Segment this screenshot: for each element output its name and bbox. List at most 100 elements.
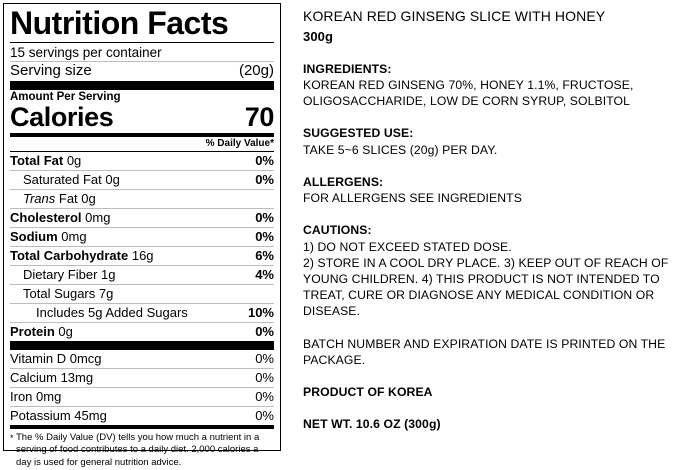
divider-thick-vitamins-top — [10, 340, 274, 350]
serving-size-row: Serving size (20g) — [10, 62, 274, 81]
batch-note: BATCH NUMBER AND EXPIRATION DATE IS PRIN… — [303, 336, 666, 367]
divider-under-title — [10, 41, 274, 43]
nutrient-name-sodium: Sodium 0mg — [10, 230, 87, 243]
nutrient-amount: 0mg — [61, 229, 87, 245]
divider-row — [10, 283, 274, 285]
nutrient-name-added-sugars: Includes 5g Added Sugars — [36, 305, 188, 321]
nutrient-dv-dietary-fiber: 4% — [255, 267, 274, 283]
servings-per-container: 15 servings per container — [10, 44, 162, 60]
cautions-section: CAUTIONS: 1) DO NOT EXCEED STATED DOSE. … — [303, 222, 671, 319]
ingredients-heading: INGREDIENTS: — [303, 61, 392, 76]
nutrient-dv-total-carbohydrate: 6% — [255, 248, 274, 264]
nutrient-label: Total Carbohydrate — [10, 248, 129, 264]
calories-row: Calories 70 — [10, 101, 275, 133]
net-weight-section: NET WT. 10.6 OZ (300g) — [303, 416, 671, 432]
nutrient-amount: 0mg — [85, 210, 111, 226]
vitamin-row-calcium: Calcium 13mg 0% — [10, 369, 274, 387]
nutrition-label-page: Nutrition Facts 15 servings per containe… — [3, 3, 671, 469]
divider-row — [10, 169, 274, 171]
allergens-body: FOR ALLERGENS SEE INGREDIENTS — [303, 191, 522, 206]
nutrient-dv-protein: 0% — [255, 324, 274, 340]
nutrient-dv-total-fat: 0% — [255, 153, 274, 169]
daily-value-footnote: * The % Daily Value (DV) tells you how m… — [10, 429, 274, 470]
divider-row — [10, 188, 274, 190]
nutrient-label: Sodium — [10, 229, 58, 245]
cautions-heading: CAUTIONS: — [303, 223, 372, 238]
divider-row — [10, 245, 274, 247]
divider-row — [10, 226, 274, 228]
nutrient-row-total-fat: Total Fat 0g 0% — [10, 152, 274, 170]
divider-row — [10, 405, 274, 407]
nutrient-amount: 16g — [131, 248, 154, 264]
vitamin-dv-calcium: 0% — [255, 370, 274, 386]
nutrient-dv-added-sugars: 10% — [247, 305, 274, 321]
vitamin-dv-vitamin-d: 0% — [255, 351, 274, 367]
nutrient-label: Cholesterol — [10, 210, 82, 226]
nutrient-row-dietary-fiber: Dietary Fiber 1g 4% — [10, 266, 274, 284]
divider-under-calories — [10, 132, 274, 137]
vitamin-row-iron: Iron 0mg 0% — [10, 388, 274, 406]
nutrient-label: Dietary Fiber — [23, 267, 98, 283]
nutrition-facts-title: Nutrition Facts — [10, 5, 229, 41]
cautions-line-2: 2) STORE IN A COOL DRY PLACE. 3) KEEP OU… — [303, 255, 669, 319]
amount-per-serving-label: Amount Per Serving — [10, 91, 121, 104]
ingredients-section: INGREDIENTS: KOREAN RED GINSENG 70%, HON… — [303, 61, 671, 110]
divider-row — [10, 207, 274, 209]
divider-row — [10, 386, 274, 388]
product-title: KOREAN RED GINSENG SLICE WITH HONEY — [303, 8, 606, 24]
net-weight: NET WT. 10.6 OZ (300g) — [303, 417, 441, 432]
nutrient-amount: 0g — [58, 324, 73, 340]
product-of-korea: PRODUCT OF KOREA — [303, 385, 433, 400]
nutrient-name-total-sugars: Total Sugars 7g — [23, 287, 113, 300]
nutrient-row-sodium: Sodium 0mg 0% — [10, 228, 274, 246]
nutrient-row-saturated-fat: Saturated Fat 0g 0% — [10, 171, 274, 189]
vitamin-dv-potassium: 0% — [255, 408, 274, 424]
nutrient-label: Total Fat — [10, 153, 64, 169]
nutrient-amount: 1g — [101, 267, 116, 283]
nutrient-amount: 0g — [66, 153, 82, 169]
divider-row — [10, 302, 274, 304]
serving-size-label: Serving size — [10, 62, 92, 80]
nutrient-dv-cholesterol: 0% — [255, 210, 274, 226]
nutrient-label: Protein — [10, 324, 55, 340]
nutrient-row-total-carbohydrate: Total Carbohydrate 16g 6% — [10, 247, 274, 265]
footnote-text: The % Daily Value (DV) tells you how muc… — [16, 431, 260, 469]
product-weight: 300g — [303, 28, 334, 44]
allergens-section: ALLERGENS: FOR ALLERGENS SEE INGREDIENTS — [303, 174, 671, 206]
allergens-heading: ALLERGENS: — [303, 174, 384, 189]
divider-above-footnote — [10, 424, 274, 429]
nutrition-facts-panel: Nutrition Facts 15 servings per containe… — [3, 3, 281, 468]
nutrient-name-saturated-fat: Saturated Fat 0g — [23, 173, 120, 186]
nutrient-row-cholesterol: Cholesterol 0mg 0% — [10, 209, 274, 227]
calories-value: 70 — [244, 101, 275, 132]
nutrient-name-cholesterol: Cholesterol 0mg — [10, 211, 110, 224]
vitamin-dv-iron: 0% — [255, 389, 274, 405]
vitamin-name-iron: Iron 0mg — [10, 389, 62, 405]
nutrient-amount: 0g — [105, 172, 120, 188]
nutrient-name-total-carbohydrate: Total Carbohydrate 16g — [10, 249, 154, 262]
nutrient-label: Saturated Fat — [23, 172, 102, 188]
nutrient-row-trans-fat: Trans Fat 0g — [10, 190, 274, 208]
product-of-section: PRODUCT OF KOREA — [303, 384, 671, 400]
nutrient-amount: 7g — [98, 286, 114, 302]
ingredients-body: KOREAN RED GINSENG 70%, HONEY 1.1%, FRUC… — [303, 78, 634, 109]
divider-servings — [10, 61, 274, 63]
divider-under-dv-header — [10, 150, 274, 152]
nutrient-name-dietary-fiber: Dietary Fiber 1g — [23, 268, 116, 281]
suggested-use-section: SUGGESTED USE: TAKE 5~6 SLICES (20g) PER… — [303, 125, 671, 157]
footnote-marker: * — [10, 432, 14, 443]
divider-row — [10, 321, 274, 323]
nutrient-amount: Fat 0g — [58, 191, 96, 207]
nutrient-label: Total Sugars — [23, 286, 96, 302]
batch-note-section: BATCH NUMBER AND EXPIRATION DATE IS PRIN… — [303, 336, 671, 368]
vitamin-name-calcium: Calcium 13mg — [10, 370, 94, 386]
vitamin-row-potassium: Potassium 45mg 0% — [10, 407, 274, 425]
nutrient-label: Trans — [23, 191, 56, 207]
serving-size-value: (20g) — [238, 62, 274, 80]
cautions-line-1: 1) DO NOT EXCEED STATED DOSE. — [303, 239, 512, 254]
vitamin-row-vitamin-d: Vitamin D 0mcg 0% — [10, 350, 274, 368]
suggested-use-heading: SUGGESTED USE: — [303, 126, 414, 141]
calories-label: Calories — [10, 101, 114, 132]
vitamin-name-potassium: Potassium 45mg — [10, 408, 107, 424]
nutrient-name-protein: Protein 0g — [10, 325, 73, 338]
